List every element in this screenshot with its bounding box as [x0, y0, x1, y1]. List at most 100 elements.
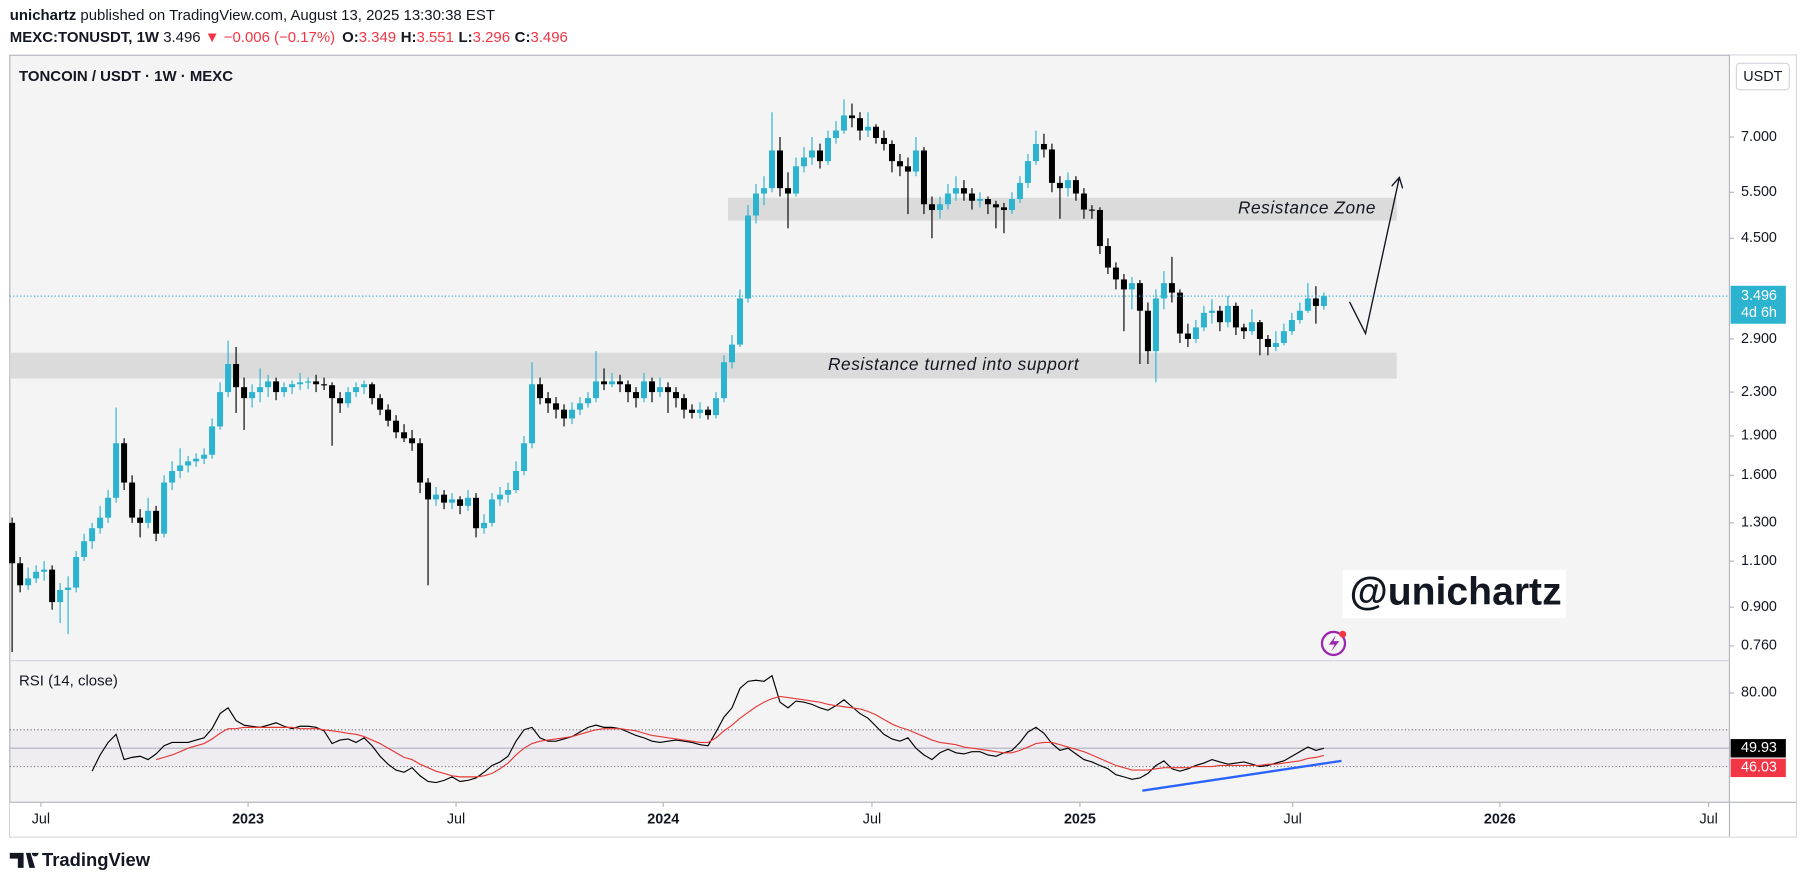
zone: [9, 352, 1397, 379]
author: unichartz: [10, 7, 76, 24]
candle-body: [1264, 338, 1271, 348]
candle-body: [97, 517, 104, 529]
candle-body: [1168, 283, 1175, 293]
candle-body: [1320, 296, 1327, 306]
candle-body: [577, 403, 584, 410]
candle-body: [417, 443, 424, 483]
candle-body: [81, 541, 88, 558]
candle-body: [153, 510, 160, 534]
spark-icon: [1320, 630, 1347, 657]
ohlc-value: 3.496: [530, 29, 567, 46]
ohlc-label: C:: [515, 29, 531, 46]
x-tick-label: Jul: [447, 811, 465, 827]
time-axis: [9, 802, 1730, 837]
candle-body: [377, 398, 384, 410]
candle-body: [201, 454, 208, 459]
y-tick-label: 5.500: [1741, 184, 1777, 200]
y-tick-label: 1.100: [1741, 553, 1777, 569]
candle-body: [185, 461, 192, 466]
y-tick-label: 0.760: [1741, 638, 1777, 654]
candle-body: [968, 193, 975, 201]
candle-body: [880, 137, 887, 144]
candle-body: [49, 569, 56, 603]
candle-body: [1176, 292, 1183, 334]
candle-body: [57, 589, 64, 603]
candle-body: [729, 344, 735, 363]
publish-line: unichartz published on TradingView.com, …: [10, 7, 495, 24]
candle-body: [1144, 310, 1151, 352]
candle-body: [121, 443, 128, 483]
candle-body: [41, 569, 48, 572]
candle-body: [113, 443, 120, 498]
candle-body: [281, 387, 288, 393]
rsi-line: [155, 695, 1325, 778]
candle-body: [808, 150, 815, 158]
candle-body: [856, 118, 863, 131]
candle-body: [257, 387, 264, 393]
candle-body: [888, 143, 895, 162]
ohlc-label: L:: [459, 29, 473, 46]
candle-body: [361, 384, 368, 388]
candle-body: [385, 409, 392, 421]
candle-body: [233, 363, 240, 388]
candle-body: [1272, 342, 1279, 348]
candle-body: [441, 494, 448, 503]
candle-body: [928, 204, 935, 211]
candle-body: [145, 510, 152, 523]
trendline: [1142, 759, 1342, 792]
x-tick-label: 2025: [1064, 811, 1096, 827]
y-tick-label: 4.500: [1741, 230, 1777, 246]
candle-body: [1304, 298, 1311, 311]
candle-body: [1072, 180, 1079, 194]
candle-body: [633, 392, 640, 399]
candle-body: [1064, 180, 1071, 189]
candle-body: [561, 409, 568, 419]
candle-body: [473, 497, 480, 529]
rsi-band-fill: [9, 729, 1730, 767]
candle-body: [784, 188, 791, 194]
candle-body: [673, 392, 680, 399]
candle-body: [681, 398, 688, 410]
candle-body: [1008, 199, 1015, 211]
candle-body: [33, 571, 40, 579]
axis-unit: USDT: [1743, 69, 1782, 85]
candle-body: [313, 381, 320, 385]
candle-body: [137, 517, 144, 523]
candle-body: [1016, 182, 1023, 200]
candle-body: [425, 482, 432, 500]
candle-body: [193, 458, 200, 462]
candle-body: [1048, 149, 1055, 183]
candle-body: [737, 298, 743, 345]
candle-body: [721, 362, 727, 399]
zone-label: Resistance turned into support: [828, 354, 1080, 374]
tv-logo: [9, 852, 39, 868]
candle-body: [25, 578, 32, 586]
x-tick-label: Jul: [1699, 811, 1717, 827]
y-tick-label: 2.900: [1741, 331, 1777, 347]
candle-body: [65, 587, 72, 590]
candle-body: [401, 432, 408, 439]
candle-body: [1120, 279, 1127, 290]
y-tick-label: 1.600: [1741, 467, 1777, 483]
candle-body: [617, 381, 624, 385]
candle-body: [1112, 267, 1119, 280]
candle-body: [976, 199, 983, 201]
candle-body: [89, 528, 96, 542]
candle-body: [1032, 143, 1039, 162]
candle-body: [337, 398, 344, 404]
candle-body: [816, 150, 823, 162]
candle-body: [697, 409, 703, 413]
ohlc-value: 3.296: [473, 29, 510, 46]
candle-body: [553, 403, 560, 410]
candle-body: [569, 409, 576, 419]
candle-body: [297, 382, 304, 385]
candle-body: [481, 522, 488, 529]
candle-body: [904, 166, 911, 172]
footer-brand: TradingView: [42, 849, 151, 870]
candle-body: [1288, 320, 1295, 332]
chart-frame: [9, 54, 1797, 838]
rsi-line: [91, 674, 1325, 784]
rsi-value-label: 46.03: [1741, 760, 1777, 776]
candle-body: [465, 497, 472, 506]
